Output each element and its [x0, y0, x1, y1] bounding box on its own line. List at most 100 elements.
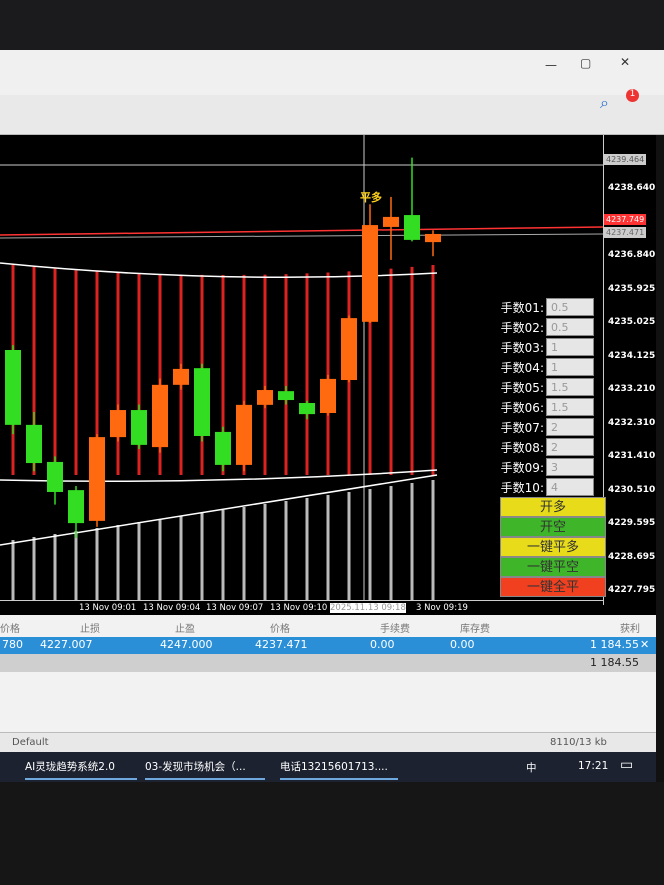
lot-input[interactable]: 0.5: [546, 318, 594, 336]
candle-body: [173, 368, 189, 385]
lot-label: 手数06:: [500, 400, 544, 415]
notification-center-icon[interactable]: ▭: [620, 757, 634, 773]
candle-body: [341, 318, 357, 381]
column-header[interactable]: 获利: [620, 624, 640, 635]
lot-row: 手数08: 2: [500, 437, 606, 457]
column-header[interactable]: 价格: [0, 624, 20, 635]
price-label: 4235.025: [608, 317, 656, 327]
total-profit: 1 184.55: [590, 656, 639, 669]
candle-body: [299, 403, 315, 415]
candle-body: [47, 461, 63, 492]
cell: 4237.471: [255, 638, 308, 651]
lot-input[interactable]: 1.5: [546, 398, 594, 416]
trend-line: [0, 474, 438, 546]
lot-row: 手数02: 0.5: [500, 317, 606, 337]
price-label: 4229.595: [608, 518, 656, 528]
taskbar-item[interactable]: 03-发现市场机会（...: [145, 759, 265, 780]
lot-input[interactable]: 2: [546, 418, 594, 436]
trade-button[interactable]: 一键平空: [500, 557, 606, 577]
window-titlebar: — ▢ ✕: [0, 50, 664, 95]
trade-button[interactable]: 一键全平: [500, 577, 606, 597]
price-label: 4231.410: [608, 451, 656, 461]
total-row: 1 184.55: [0, 654, 656, 672]
column-header[interactable]: 价格: [270, 624, 290, 635]
candle-body: [152, 384, 168, 448]
candle-body: [131, 410, 147, 445]
column-header[interactable]: 止损: [80, 624, 100, 635]
price-label: 4230.510: [608, 484, 656, 495]
trade-terminal: 价格 止损 止盈 价格 手续费 库存费 获利 780 4227.007 4247.000 4237…: [0, 615, 656, 752]
taskbar-item[interactable]: AI灵珑趋势系统2.0: [25, 759, 137, 780]
notification-badge[interactable]: 1: [626, 89, 639, 102]
price-tag-top: 4239.464: [604, 154, 647, 165]
lot-input[interactable]: 1: [546, 338, 594, 356]
envelope-upper: [0, 262, 438, 278]
toolbar: ⌕ 1: [0, 89, 664, 135]
price-tag-gray: 4237.471: [604, 227, 647, 238]
search-icon[interactable]: ⌕: [600, 93, 609, 112]
maximize-button[interactable]: ▢: [580, 56, 592, 70]
close-order-icon[interactable]: ✕: [640, 638, 650, 651]
price-tag-red: 4237.749: [604, 214, 647, 225]
candle-body: [215, 431, 231, 465]
price-axis: 4239.464 4237.749 4237.471 4238.640 4236.…: [603, 135, 656, 605]
ask-line: [0, 233, 604, 239]
lot-label: 手数04:: [500, 360, 544, 375]
candle-body: [110, 410, 126, 438]
column-header[interactable]: 止盈: [175, 624, 195, 635]
column-header[interactable]: 手续费: [380, 624, 410, 635]
candle-body: [194, 368, 210, 436]
cell: 1 184.55: [590, 638, 639, 651]
price-label: 4233.210: [608, 384, 656, 394]
lot-label: 手数05:: [500, 380, 544, 395]
trade-button[interactable]: 开空: [500, 517, 606, 537]
lot-label: 手数01:: [500, 300, 544, 315]
price-label: 4232.310: [608, 417, 656, 428]
lot-label: 手数09:: [500, 460, 544, 475]
column-header[interactable]: 库存费: [460, 624, 490, 635]
close-button[interactable]: ✕: [620, 55, 631, 69]
time-axis: 13 Nov 09:01 13 Nov 09:04 13 Nov 09:07 13 N…: [0, 600, 603, 615]
lot-input[interactable]: 4: [546, 478, 594, 496]
candle-body: [89, 437, 105, 521]
candle-body: [26, 424, 42, 464]
lot-label: 手数03:: [500, 340, 544, 355]
bid-line: [0, 226, 604, 236]
lot-label: 手数07:: [500, 420, 544, 435]
lot-row: 手数10: 4: [500, 477, 606, 497]
ime-indicator[interactable]: 中: [526, 762, 537, 774]
taskbar: AI灵珑趋势系统2.0 03-发现市场机会（... 电话13215601713.…: [0, 752, 656, 782]
price-label: 4235.925: [608, 283, 656, 294]
time-label: 3 Nov 09:19: [416, 603, 468, 613]
lot-row: 手数04: 1: [500, 357, 606, 377]
trade-button[interactable]: 开多: [500, 497, 606, 517]
lot-input[interactable]: 1.5: [546, 378, 594, 396]
price-label: 4228.695: [608, 551, 656, 562]
status-profile: Default: [12, 737, 49, 748]
table-row[interactable]: 780 4227.007 4247.000 4237.471 0.00 0.00 1 184…: [0, 637, 656, 654]
lot-input[interactable]: 3: [546, 458, 594, 476]
price-label: 4236.840: [608, 250, 656, 260]
lot-input[interactable]: 2: [546, 438, 594, 456]
lot-label: 手数08:: [500, 440, 544, 455]
minimize-button[interactable]: —: [545, 58, 557, 72]
lot-row: 手数07: 2: [500, 417, 606, 437]
time-label: 13 Nov 09:10: [270, 603, 328, 613]
lot-input[interactable]: 0.5: [546, 298, 594, 316]
lot-row: 手数03: 1: [500, 337, 606, 357]
trade-button[interactable]: 一键平多: [500, 537, 606, 557]
candle-body: [320, 378, 336, 414]
clock[interactable]: 17:21: [578, 760, 609, 772]
lot-row: 手数09: 3: [500, 457, 606, 477]
status-traffic: 8110/13 kb: [550, 737, 607, 748]
price-label: 4234.125: [608, 350, 656, 361]
taskbar-item[interactable]: 电话13215601713....: [280, 759, 398, 780]
signal-label: 平多: [360, 191, 382, 204]
candle-body: [236, 404, 252, 465]
time-label: 2025.11.13 09:18: [330, 603, 406, 613]
cell: 0.00: [370, 638, 395, 651]
candle-body: [278, 391, 294, 401]
price-label: 4227.795: [608, 585, 656, 595]
status-bar: Default 8110/13 kb: [0, 732, 656, 752]
lot-input[interactable]: 1: [546, 358, 594, 376]
